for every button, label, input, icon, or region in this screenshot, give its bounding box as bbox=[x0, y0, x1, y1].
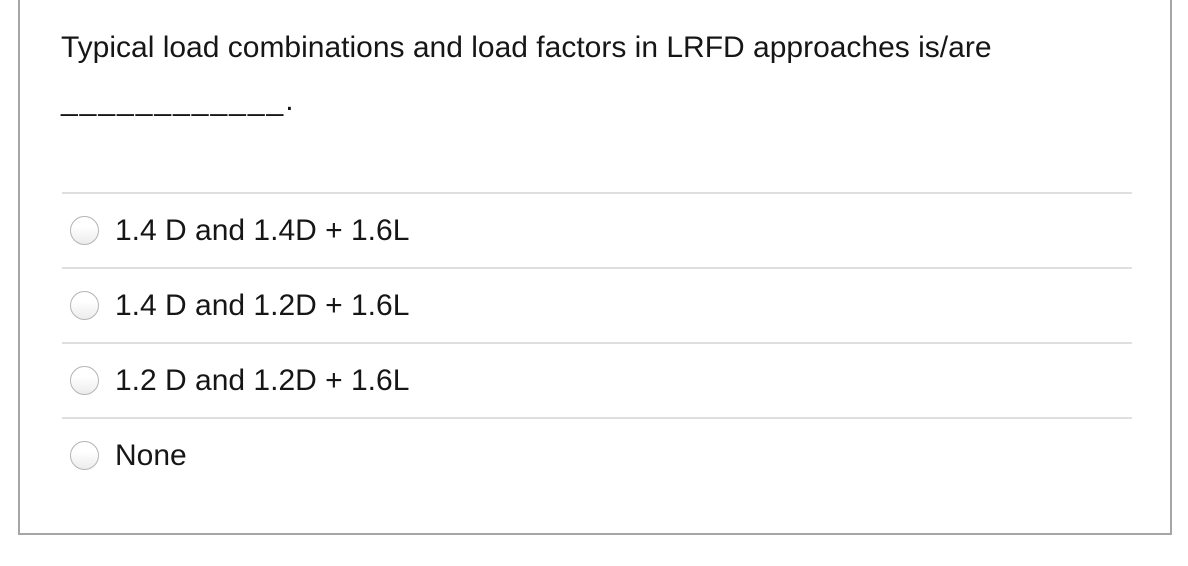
radio-button[interactable] bbox=[70, 216, 99, 245]
option-label[interactable]: 1.4 D and 1.2D + 1.6L bbox=[115, 288, 410, 322]
question-blank: ____________. bbox=[61, 84, 296, 117]
radio-button[interactable] bbox=[70, 441, 99, 470]
question-card: Typical load combinations and load facto… bbox=[18, 0, 1172, 535]
answer-option-2[interactable]: 1.4 D and 1.2D + 1.6L bbox=[62, 267, 1132, 342]
radio-button[interactable] bbox=[70, 291, 99, 320]
radio-button[interactable] bbox=[70, 366, 99, 395]
answer-option-1[interactable]: 1.4 D and 1.4D + 1.6L bbox=[62, 192, 1132, 267]
option-label[interactable]: 1.2 D and 1.2D + 1.6L bbox=[115, 363, 410, 397]
answer-option-3[interactable]: 1.2 D and 1.2D + 1.6L bbox=[62, 342, 1132, 417]
question-line: Typical load combinations and load facto… bbox=[61, 31, 992, 64]
answer-option-4[interactable]: None bbox=[62, 417, 1132, 492]
answer-options-list: 1.4 D and 1.4D + 1.6L 1.4 D and 1.2D + 1… bbox=[62, 192, 1132, 492]
option-label[interactable]: 1.4 D and 1.4D + 1.6L bbox=[115, 213, 410, 247]
option-label[interactable]: None bbox=[115, 438, 187, 472]
question-text: Typical load combinations and load facto… bbox=[61, 21, 1101, 127]
